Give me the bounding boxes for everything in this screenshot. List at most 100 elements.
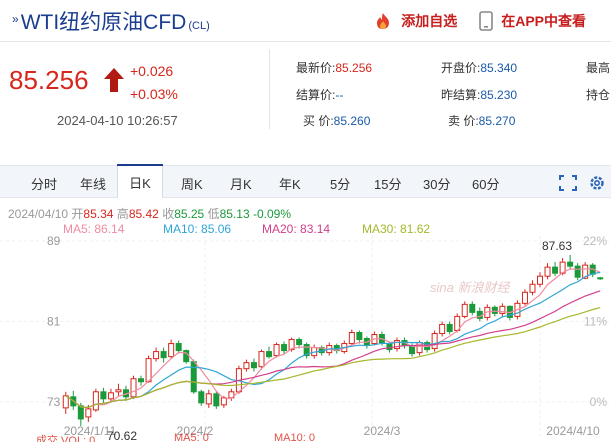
candle-body (491, 306, 498, 314)
field-prev-settle: 昨结算:85.230 (441, 88, 518, 102)
candle-body (62, 395, 69, 409)
volume-ma10-label: MA10: 0 (274, 432, 315, 442)
pct-tick-label: 11% (584, 314, 607, 328)
ma30-legend: MA30: 81.62 (362, 222, 431, 236)
candle-body (92, 391, 99, 411)
candle-body (175, 343, 182, 352)
pct-tick-label: 22% (583, 236, 607, 248)
header-actions: 添加自选 在APP中查看 (373, 11, 611, 31)
candle-body (348, 331, 355, 345)
up-arrow-icon (104, 68, 124, 92)
candle-body (213, 393, 220, 407)
candle-body (439, 323, 446, 334)
field-latest: 最新价:85.256 (296, 61, 373, 75)
candlestick-chart[interactable]: sina 新浪财经 89 81 73 22% 11% 0% 2024/1/11 2024/2 2… (0, 236, 611, 442)
tab-yearly-k[interactable]: 年K (279, 177, 301, 192)
candle-body (266, 351, 273, 358)
field-bid: 买 价:85.260 (303, 114, 371, 128)
y-tick-label: 89 (47, 236, 61, 248)
candle-body (145, 358, 152, 383)
ma20-legend: MA20: 83.14 (262, 222, 331, 236)
field-high: 最高 (586, 61, 611, 75)
ohlc-info-line: 2024/04/10 开85.34 高85.42 收85.25 低85.13 -… (8, 207, 291, 221)
instrument-code: (CL) (188, 20, 210, 32)
low-value-label: 70.62 (107, 429, 137, 442)
candle-body (288, 339, 295, 351)
quote-timestamp: 2024-04-10 10:26:57 (57, 113, 178, 128)
settings-icon[interactable] (588, 174, 606, 192)
candle-body (537, 275, 544, 285)
candle-body (205, 393, 212, 405)
tab-year-line[interactable]: 年线 (80, 177, 107, 192)
instrument-title: » WTI纽约原油CFD (CL) (12, 6, 210, 36)
candle-body (160, 351, 167, 359)
candle-body (85, 408, 92, 418)
page-header: » WTI纽约原油CFD (CL) 添加自选 在APP中查看 (0, 0, 611, 42)
axis-labels-layer: 89 81 73 22% 11% 0% 2024/1/11 2024/2 2024/3 2024/… (47, 236, 607, 442)
candle-body (393, 340, 400, 350)
candle-body (138, 378, 145, 383)
candle-body (77, 405, 84, 420)
candle-body (469, 303, 476, 313)
candle-body (582, 264, 589, 279)
candle-body (552, 266, 559, 274)
high-value-label: 87.63 (542, 239, 572, 253)
candle-body (168, 343, 175, 358)
candle-body (273, 344, 280, 357)
candle-body (153, 351, 160, 360)
candles-layer (62, 254, 604, 426)
phone-icon (479, 11, 494, 31)
candle-body (574, 265, 581, 278)
ma30-line (65, 307, 601, 409)
candle-body (529, 283, 536, 293)
y-tick-label: 81 (47, 314, 61, 328)
volume-label: 成交 VOL: 0 (36, 435, 96, 442)
candle-body (115, 389, 122, 393)
tab-intraday[interactable]: 分时 (31, 177, 58, 192)
x-tick-label: 2024/2 (177, 424, 214, 438)
flame-icon (377, 13, 390, 29)
candle-body (100, 391, 107, 400)
candle-body (183, 350, 190, 363)
x-tick-label: 2024/3 (364, 424, 401, 438)
candle-body (356, 331, 363, 341)
field-settle: 结算价:-- (296, 88, 344, 102)
add-watchlist-label: 添加自选 (401, 13, 458, 29)
chart-watermark: sina 新浪财经 (430, 280, 511, 295)
candle-body (281, 344, 288, 352)
candle-body (296, 339, 303, 346)
candle-body (544, 266, 551, 277)
candle-body (198, 391, 205, 404)
view-in-app-button[interactable]: 在APP中查看 (479, 11, 586, 31)
candle-body (461, 303, 468, 317)
tab-60min[interactable]: 60分 (472, 177, 500, 192)
ma-lines-layer (65, 268, 601, 409)
ma10-legend: MA10: 85.06 (163, 222, 232, 236)
fullscreen-icon[interactable] (558, 174, 578, 192)
field-ask: 卖 价:85.270 (448, 114, 516, 128)
candle-body (431, 332, 438, 350)
candle-body (499, 305, 506, 314)
add-watchlist-button[interactable]: 添加自选 (373, 11, 457, 31)
pct-tick-label: 0% (590, 395, 608, 409)
tab-weekly-k[interactable]: 周K (181, 177, 203, 192)
field-open-interest: 持仓 (586, 88, 611, 102)
tab-5min[interactable]: 5分 (330, 177, 351, 192)
double-chevron-icon: » (12, 12, 19, 26)
period-tabs: 分时 年线 日K 周K 月K 年K 5分 15分 30分 60分 (0, 164, 611, 198)
candle-body (243, 362, 250, 370)
x-tick-label: 2024/1/11 (64, 424, 117, 438)
candle-body (567, 261, 574, 267)
quote-panel: 85.256 +0.026 +0.03% 2024-04-10 10:26:57… (0, 43, 611, 141)
ma5-legend: MA5: 86.14 (63, 222, 125, 236)
candle-body (107, 392, 114, 400)
tab-daily-k[interactable]: 日K (117, 164, 163, 198)
tab-monthly-k[interactable]: 月K (230, 177, 252, 192)
tab-15min[interactable]: 15分 (374, 177, 402, 192)
instrument-name: WTI纽约原油CFD (20, 11, 187, 34)
tab-30min[interactable]: 30分 (423, 177, 451, 192)
candle-body (250, 362, 257, 369)
x-tick-label: 2024/4/10 (546, 424, 600, 438)
candle-body (597, 277, 604, 280)
candle-body (258, 351, 265, 368)
